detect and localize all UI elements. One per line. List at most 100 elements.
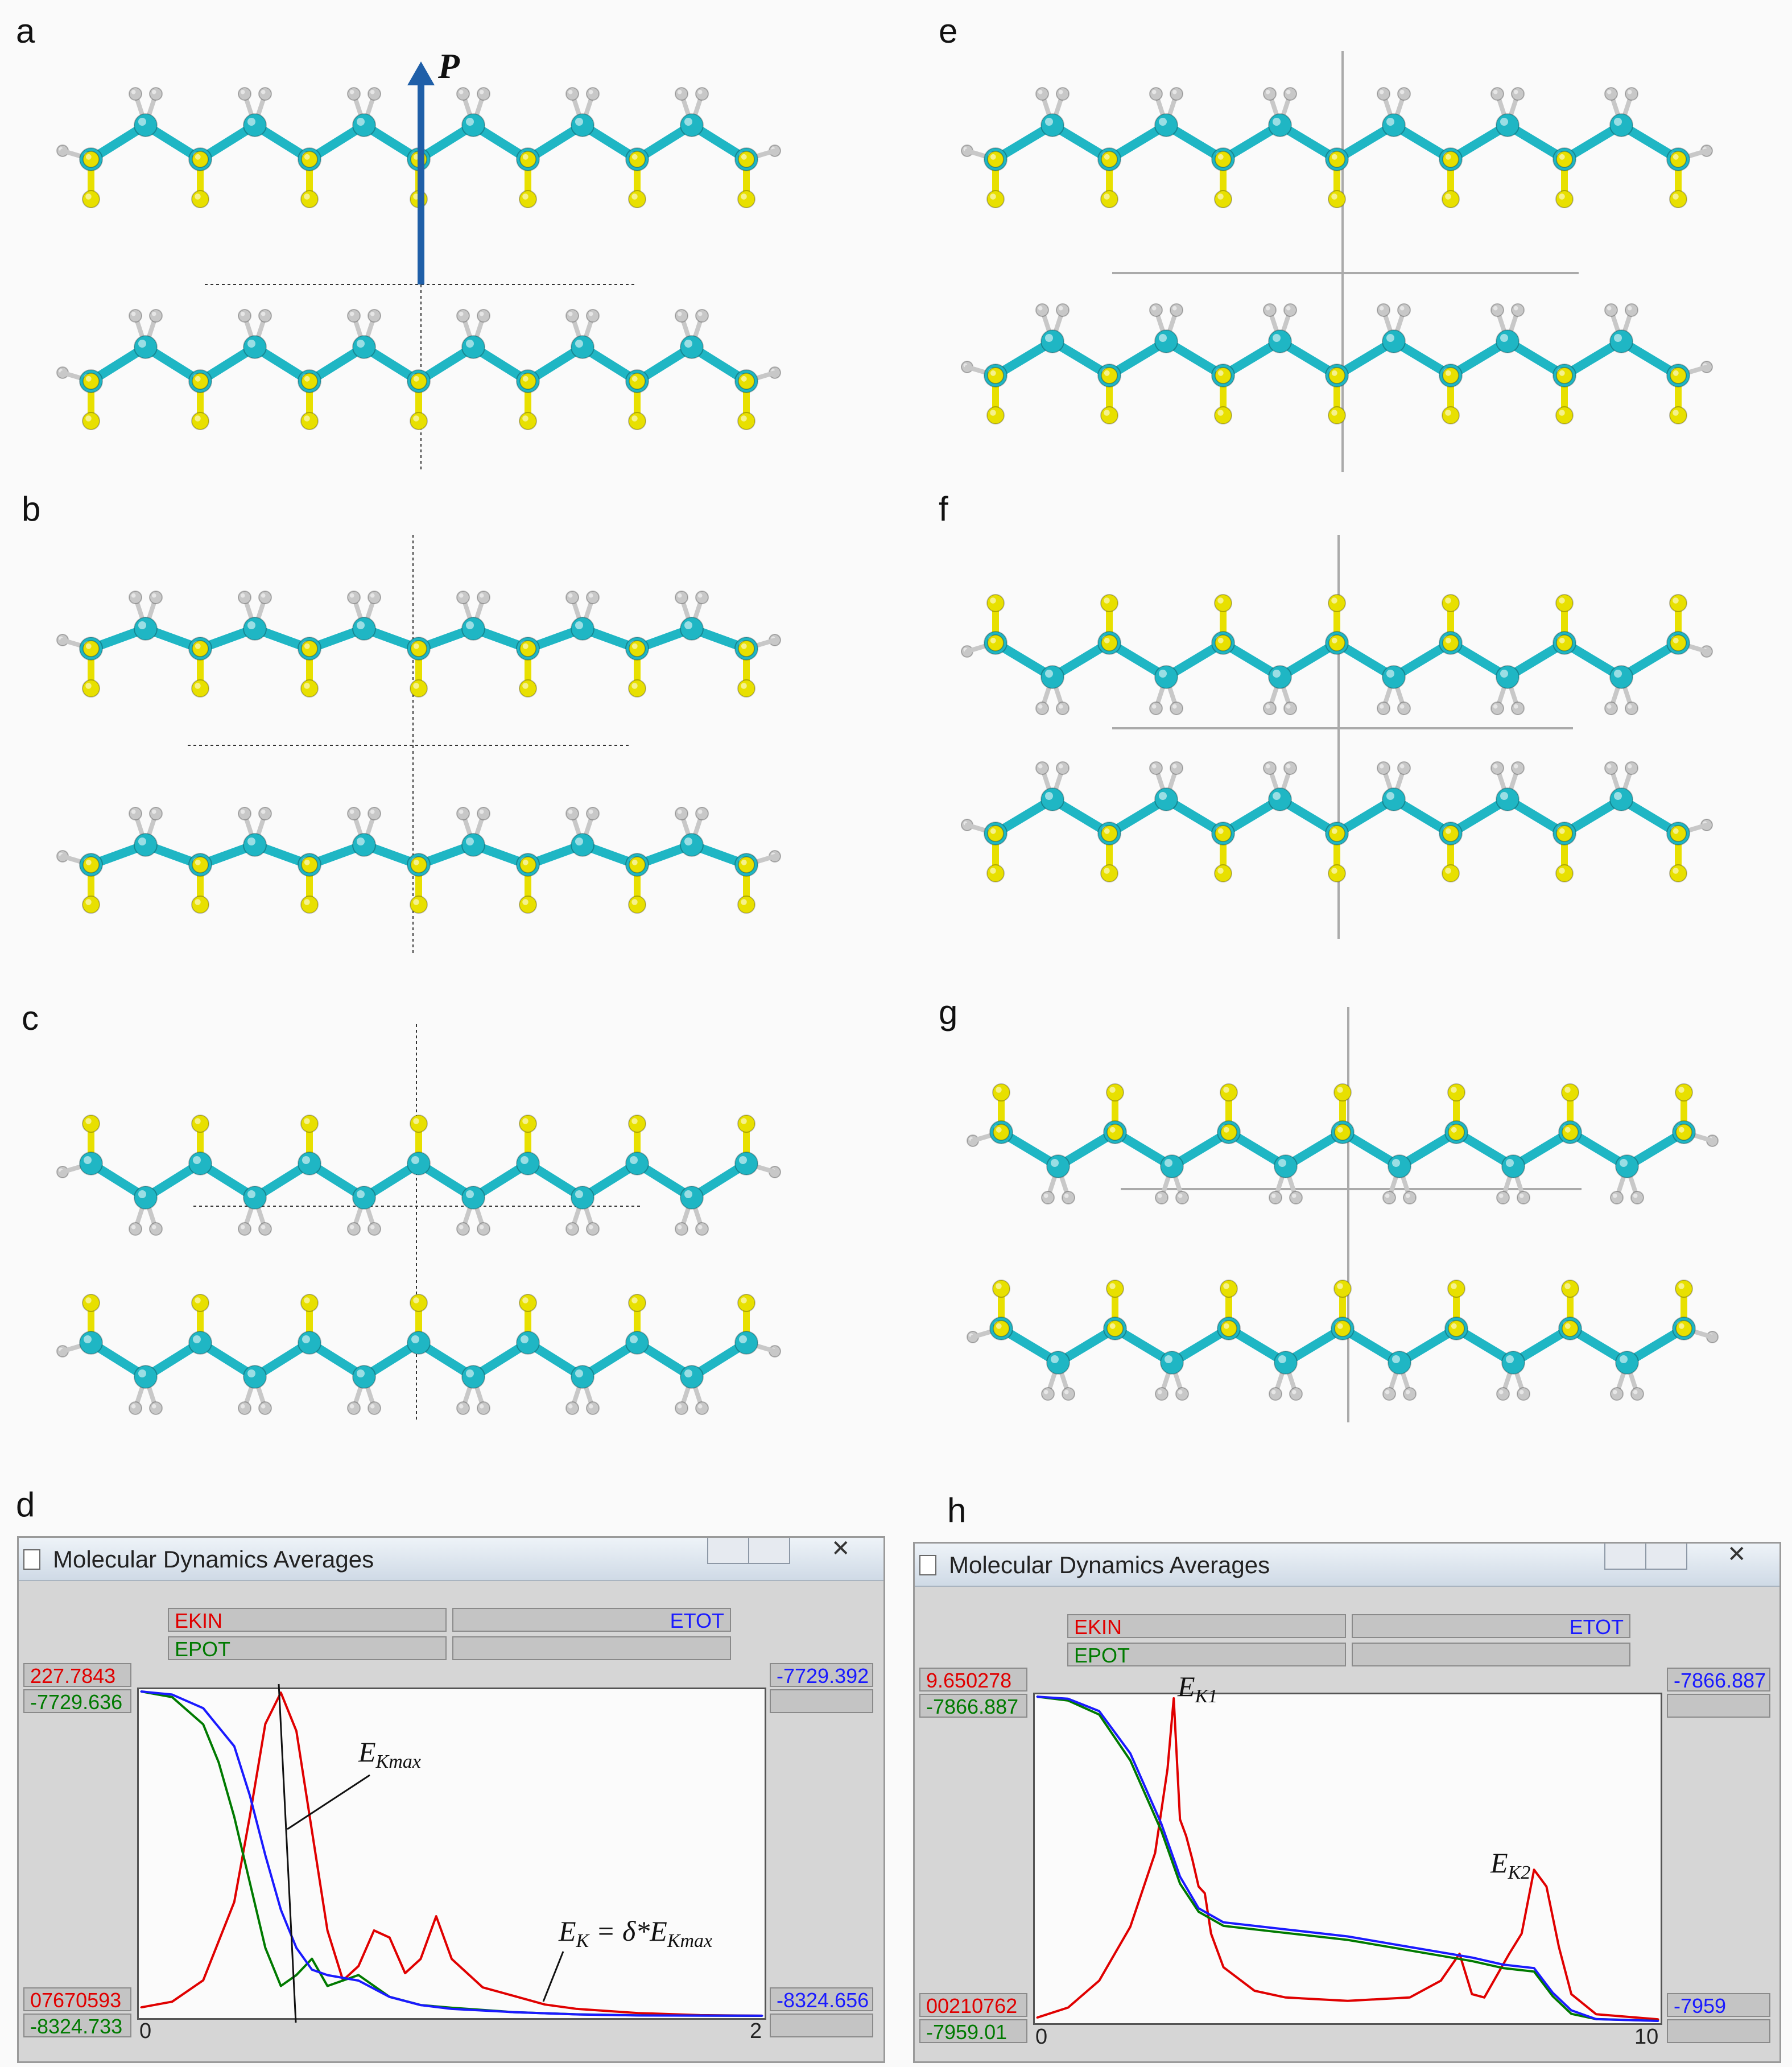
sulfur-atom-highlight: [741, 683, 747, 689]
sulfur-atom-highlight: [1559, 828, 1565, 834]
hydrogen-atom-highlight: [1607, 306, 1612, 311]
sulfur-atom-highlight: [1564, 1087, 1571, 1093]
carbon-atom-highlight: [1500, 792, 1508, 800]
hydrogen-atom-highlight: [349, 593, 354, 598]
legend-epot: EPOT: [168, 1636, 447, 1660]
hydrogen-atom-highlight: [1265, 306, 1270, 311]
carbon-atom-highlight: [684, 837, 692, 845]
sulfur-atom-highlight: [304, 643, 310, 649]
hydrogen-atom-highlight: [1265, 89, 1270, 94]
window-titlebar[interactable]: Molecular Dynamics Averages ✕: [915, 1542, 1779, 1587]
data-point-epot: [1160, 1830, 1162, 1832]
data-point-ekin: [637, 2012, 639, 2014]
hydrogen-atom-highlight: [1058, 306, 1063, 311]
sulfur-atom-highlight: [741, 415, 747, 422]
sulfur-atom-highlight: [195, 376, 201, 382]
sulfur-atom-highlight: [85, 376, 92, 382]
hydrogen-atom-highlight: [1633, 1193, 1638, 1198]
carbon-atom-highlight: [247, 1190, 255, 1198]
maximize-button[interactable]: [1645, 1544, 1687, 1570]
data-point-epot: [171, 1696, 174, 1698]
hydrogen-atom-highlight: [1633, 1389, 1638, 1394]
sulfur-atom-highlight: [195, 1297, 201, 1303]
sulfur-atom-highlight: [195, 683, 201, 689]
close-button[interactable]: ✕: [810, 1536, 872, 1563]
hydrogen-atom-highlight: [1291, 1193, 1296, 1198]
series-line-etot: [1037, 1695, 1659, 2022]
minimize-button[interactable]: [707, 1538, 749, 1564]
hydrogen-atom-highlight: [240, 809, 245, 814]
data-point-ekin: [1098, 1979, 1100, 1982]
sulfur-atom-highlight: [195, 193, 201, 200]
hydrogen-atom-highlight: [261, 311, 266, 316]
data-point-epot: [1223, 1925, 1225, 1927]
window-titlebar[interactable]: Molecular Dynamics Averages ✕: [19, 1536, 883, 1581]
data-point-etot: [311, 1969, 313, 1971]
hydrogen-atom-highlight: [588, 311, 593, 316]
data-point-etot: [1533, 1967, 1535, 1969]
sulfur-atom-highlight: [1559, 597, 1565, 604]
hydrogen-atom-highlight: [677, 593, 682, 598]
sulfur-atom-highlight: [85, 1118, 92, 1124]
energy-plot-d: [137, 1688, 766, 2020]
epot-min-value: -7959.01: [919, 2019, 1027, 2043]
panel-letter-c: c: [22, 999, 39, 1037]
data-point-etot: [280, 1909, 282, 1911]
sulfur-atom-highlight: [1559, 370, 1565, 376]
carbon-atom-highlight: [193, 1156, 201, 1164]
hydrogen-atom-highlight: [1399, 704, 1405, 709]
legend-etot: ETOT: [452, 1608, 731, 1632]
data-point-etot: [1036, 1695, 1038, 1698]
sulfur-atom-highlight: [1104, 597, 1110, 604]
close-button[interactable]: ✕: [1706, 1542, 1768, 1569]
window-title: Molecular Dynamics Averages: [949, 1552, 1270, 1578]
sulfur-atom-highlight: [631, 859, 638, 865]
hydrogen-atom-highlight: [459, 1404, 464, 1409]
sulfur-atom-highlight: [304, 683, 310, 689]
carbon-atom-highlight: [247, 621, 255, 629]
sulfur-atom-highlight: [1673, 193, 1679, 200]
sulfur-atom-highlight: [522, 643, 528, 649]
epot-max-value: -7866.887: [919, 1694, 1027, 1718]
hydrogen-atom-highlight: [1493, 306, 1498, 311]
hydrogen-atom-highlight: [1627, 306, 1632, 311]
hydrogen-atom-highlight: [1265, 704, 1270, 709]
carbon-atom-highlight: [138, 837, 146, 845]
hydrogen-atom-highlight: [1064, 1193, 1069, 1198]
legend-blank: [452, 1636, 731, 1660]
sulfur-atom-highlight: [1673, 410, 1679, 416]
data-point-etot: [249, 1794, 251, 1797]
hydrogen-atom-highlight: [588, 593, 593, 598]
data-point-ekin: [1179, 1818, 1181, 1821]
data-point-ekin: [171, 2000, 174, 2003]
sulfur-atom-highlight: [522, 193, 528, 200]
sulfur-atom-highlight: [304, 1297, 310, 1303]
ekmax-annotation: EKmax: [358, 1736, 421, 1772]
hydrogen-atom-highlight: [1172, 704, 1177, 709]
sulfur-atom-highlight: [1217, 597, 1224, 604]
data-point-epot: [1179, 1883, 1181, 1885]
hydrogen-atom-highlight: [588, 1404, 593, 1409]
data-point-ekin: [1459, 1953, 1461, 1955]
maximize-button[interactable]: [748, 1538, 790, 1564]
hydrogen-atom-highlight: [1286, 89, 1291, 94]
data-point-etot: [1551, 1991, 1554, 1994]
data-point-epot: [327, 1985, 329, 1987]
hydrogen-atom-highlight: [1172, 306, 1177, 311]
hydrogen-atom-highlight: [1043, 1389, 1048, 1394]
hydrogen-atom-highlight: [697, 1224, 703, 1230]
sulfur-atom-highlight: [990, 370, 996, 376]
hydrogen-atom-highlight: [479, 1224, 484, 1230]
data-point-ekin: [1533, 1868, 1535, 1871]
sulfur-atom-highlight: [1445, 637, 1451, 643]
molecule-panel-e: [961, 51, 1713, 472]
sulfur-atom-highlight: [1217, 154, 1224, 160]
etot-min-value: -8324.656: [770, 1987, 873, 2011]
hydrogen-atom-highlight: [1493, 764, 1498, 769]
sulfur-atom-highlight: [85, 415, 92, 422]
carbon-atom-highlight: [684, 1190, 692, 1198]
hydrogen-atom-highlight: [1178, 1389, 1183, 1394]
sulfur-atom-highlight: [522, 1118, 528, 1124]
data-point-etot: [1223, 1921, 1225, 1924]
hydrogen-atom-highlight: [151, 89, 156, 94]
